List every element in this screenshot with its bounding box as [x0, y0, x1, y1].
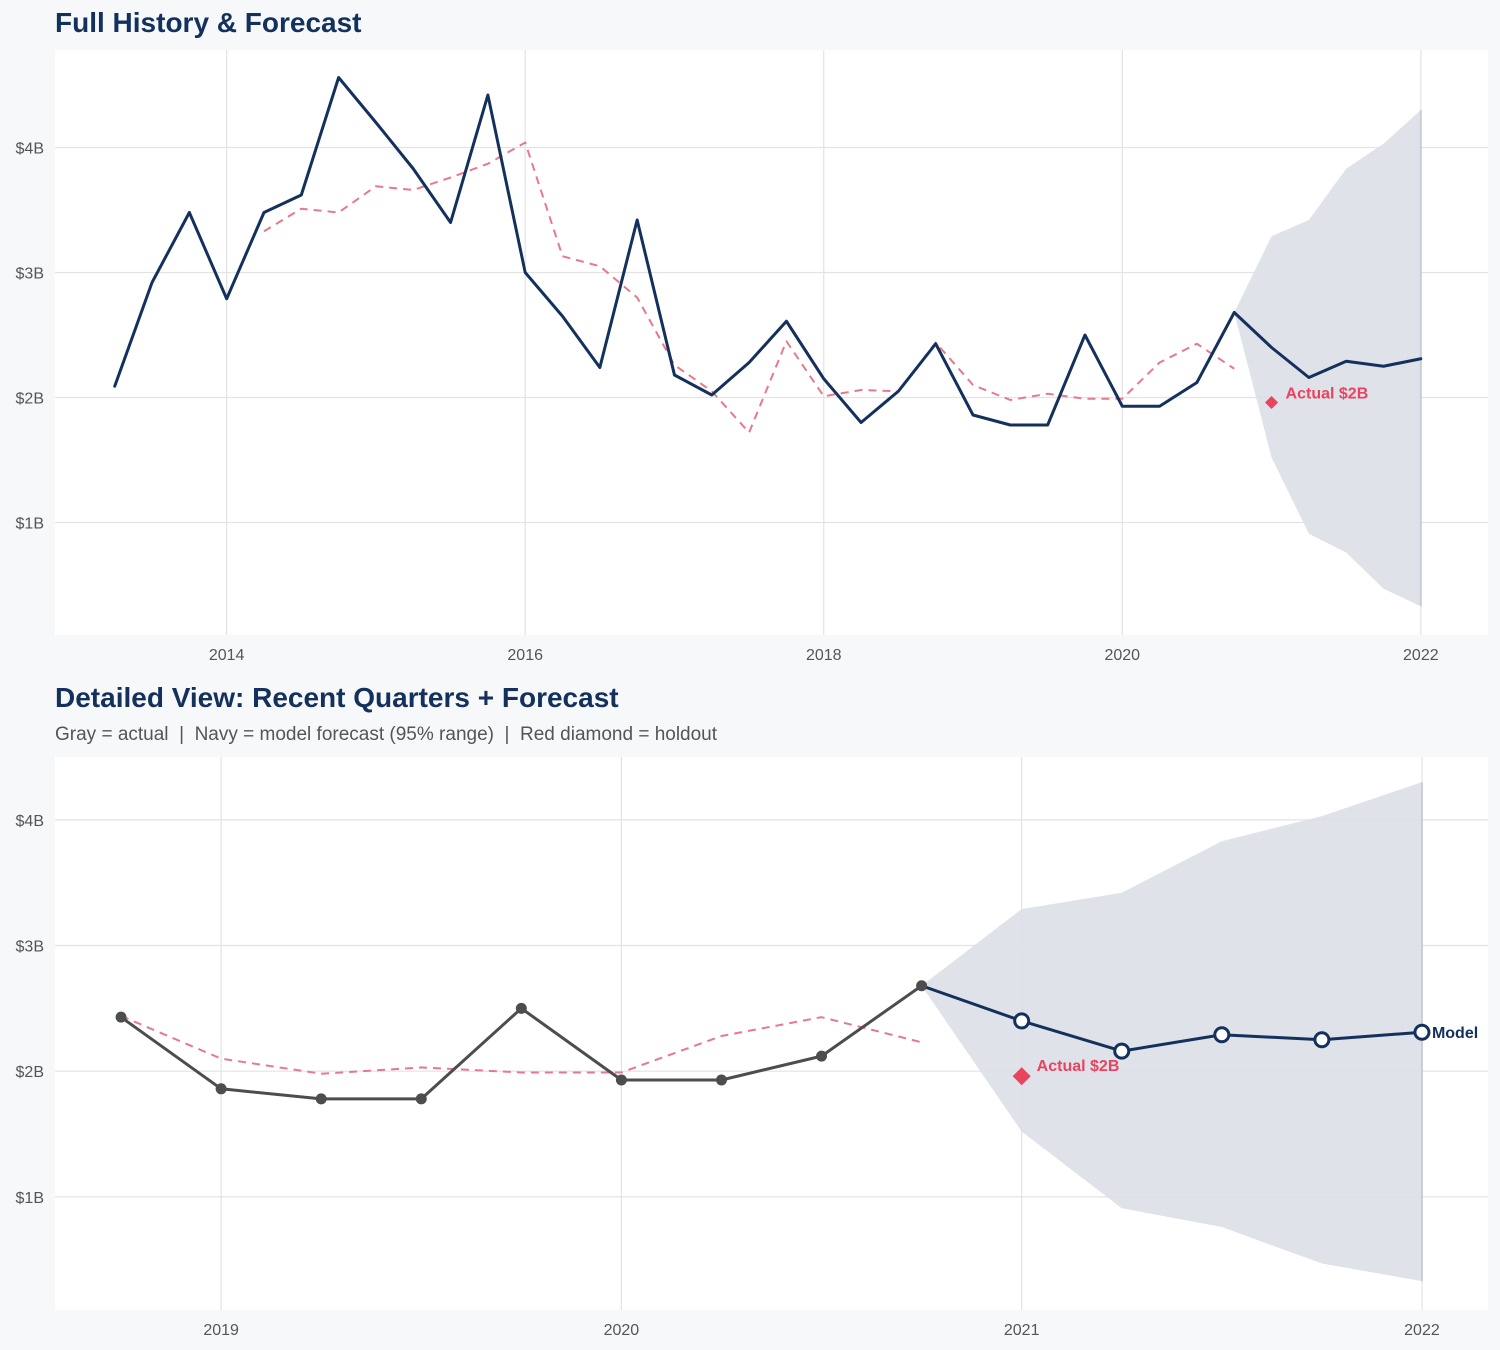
- chart1-y-tick-label: $2B: [16, 391, 44, 408]
- chart1-y-tick-label: $1B: [16, 516, 44, 533]
- chart1-x-tick-label: 2014: [209, 647, 245, 664]
- chart2-title: Detailed View: Recent Quarters + Forecas…: [55, 682, 619, 713]
- chart1-x-tick-label: 2018: [806, 647, 842, 664]
- chart1-holdout-label: Actual $2B: [1286, 386, 1369, 403]
- chart2-forecast-point: [1113, 1042, 1131, 1060]
- chart2-y-tick-label: $2B: [16, 1064, 44, 1081]
- chart2-forecast-band: [921, 782, 1422, 1282]
- chart1-forecast-band: [1234, 110, 1421, 607]
- chart2-x-tick-label: 2019: [203, 1322, 239, 1339]
- chart2-actual-point: [615, 1074, 627, 1086]
- chart2-actual-point: [415, 1093, 427, 1105]
- chart2-holdout-diamond: [1012, 1067, 1031, 1086]
- chart2-actual-point: [215, 1083, 227, 1095]
- chart1-actual-line: [113, 76, 1236, 427]
- chart2-plot: $1B $2B $3B $4B 2019 2020 2021 2022 Model Actual …: [16, 757, 1488, 1339]
- chart2-actual-point: [515, 1002, 527, 1014]
- chart1-holdout-diamond: [1265, 396, 1279, 409]
- chart2-model-label: Model: [1432, 1025, 1478, 1042]
- chart2-subtitle: Gray = actual | Navy = model forecast (9…: [55, 724, 718, 745]
- chart1-forecast-line: [1232, 311, 1423, 379]
- chart2-actual-point: [715, 1074, 727, 1086]
- chart1-y-tick-label: $4B: [16, 141, 44, 158]
- chart2-y-tick-label: $3B: [16, 939, 44, 956]
- chart2-forecast-point: [1413, 1023, 1431, 1041]
- chart2-holdout-label: Actual $2B: [1037, 1058, 1120, 1075]
- chart2-actual-point: [916, 980, 928, 992]
- chart2-forecast-point: [1013, 1012, 1031, 1030]
- chart1-plot: $1B $2B $3B $4B 2014 2016 2018 2020 2022 Actual $…: [16, 50, 1488, 664]
- chart2-y-tick-label: $4B: [16, 813, 44, 830]
- chart2-actual-point: [816, 1050, 828, 1062]
- chart2-y-tick-label: $1B: [16, 1190, 44, 1207]
- chart2-x-tick-label: 2020: [604, 1322, 640, 1339]
- chart1-title: Full History & Forecast: [55, 7, 362, 38]
- chart2-x-tick-label: 2021: [1004, 1322, 1040, 1339]
- chart1-y-tick-label: $3B: [16, 266, 44, 283]
- chart2-forecast-point: [1313, 1031, 1331, 1049]
- chart2-actual-point: [115, 1011, 127, 1023]
- chart2-model-fit-line: [120, 1014, 922, 1075]
- chart2-x-tick-label: 2022: [1404, 1322, 1440, 1339]
- chart1-x-tick-label: 2016: [507, 647, 543, 664]
- chart1-x-tick-label: 2022: [1403, 647, 1439, 664]
- chart2-actual-point: [315, 1093, 327, 1105]
- chart2-forecast-point: [1213, 1026, 1231, 1044]
- chart2-forecast-line: [920, 984, 1424, 1053]
- chart1-x-tick-label: 2020: [1104, 647, 1140, 664]
